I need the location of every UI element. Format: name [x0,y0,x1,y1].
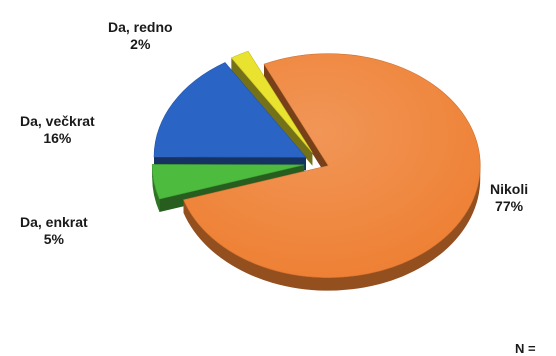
slice-label-da-veckrat: Da, večkrat 16% [20,113,95,147]
sample-size-label: N = [515,341,536,356]
slice-label-nikoli-name: Nikoli [490,181,529,197]
slice-side-1 [152,164,160,213]
slice-label-da-veckrat-name: Da, večkrat [20,113,95,129]
pie-tops [151,50,481,278]
pie-slice-2 [153,62,307,158]
slice-label-nikoli-value: 77% [495,198,524,214]
slice-label-da-enkrat-name: Da, enkrat [20,214,88,230]
slice-label-da-enkrat-value: 5% [43,231,64,247]
slice-label-da-veckrat-value: 16% [43,130,72,146]
pie-slice-highlight [183,53,481,278]
pie-slice-1 [151,164,305,200]
slice-label-da-redno-value: 2% [130,36,151,52]
pie-slice-3 [230,50,313,153]
slice-label-da-enkrat: Da, enkrat 5% [20,214,88,248]
slice-label-nikoli: Nikoli 77% [490,181,528,215]
slice-cut-3-0 [231,57,313,166]
slice-cut-0-0 [264,64,329,179]
slice-label-da-redno: Da, redno 2% [108,19,173,53]
slice-label-da-redno-name: Da, redno [108,19,173,35]
